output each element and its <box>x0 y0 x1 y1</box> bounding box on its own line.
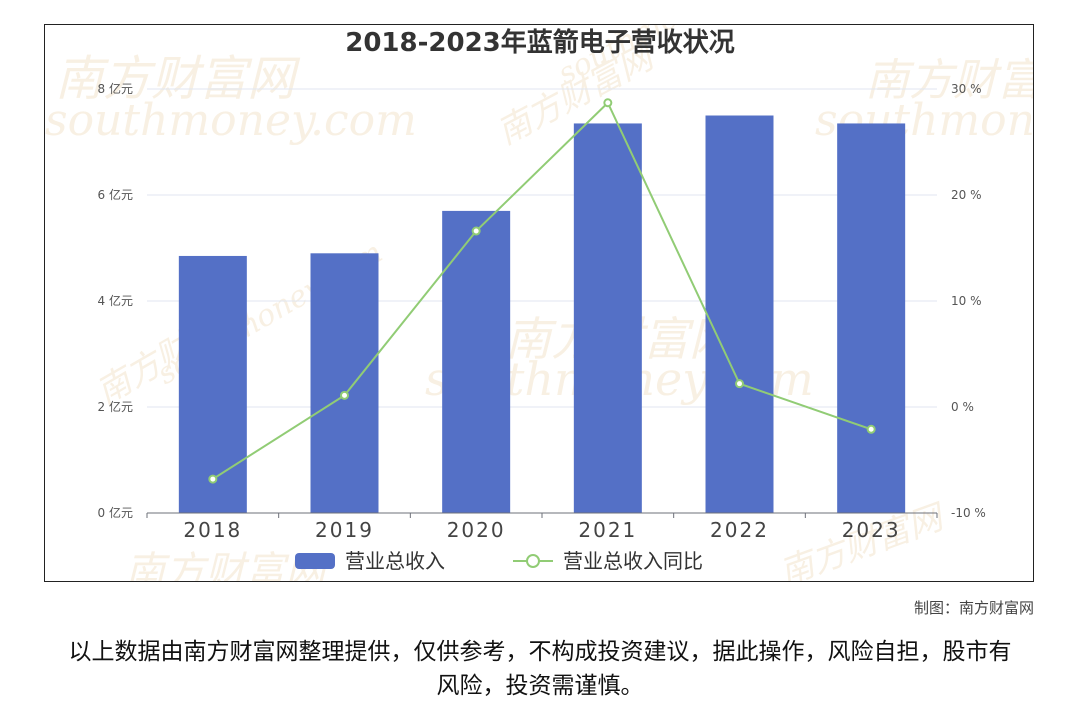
x-tick-label: 2023 <box>842 518 901 542</box>
y-left-tick-label: 6 亿元 <box>98 187 133 202</box>
x-tick-label: 2021 <box>578 518 637 542</box>
yoy-point-2019 <box>340 390 349 400</box>
yoy-point-2021 <box>603 98 613 108</box>
watermark-text-0: 南方财富网 <box>55 51 301 107</box>
y-right-tick-label: 10 % <box>951 294 982 308</box>
axes: 0 亿元 2 亿元 4 亿元 6 亿元 8 亿元 -10 % 0 % 10 % 20 % 30 %… <box>98 81 986 542</box>
y-right-tick-label: 0 % <box>951 400 974 414</box>
legend-bar-label: 营业总收入 <box>345 549 445 573</box>
legend-bar-swatch <box>295 553 335 569</box>
x-tick-label: 2020 <box>447 518 506 542</box>
y-right-tick-label: 20 % <box>951 188 982 202</box>
revenue-chart: 南方财富网southmoney.com南方财富网southmoney.com南方… <box>45 25 1034 581</box>
yoy-point-2023 <box>866 424 876 434</box>
x-tick-label: 2022 <box>710 518 769 542</box>
yoy-point-2022 <box>735 379 744 389</box>
y-right-tick-label: 30 % <box>951 82 982 96</box>
bar-series <box>178 115 906 514</box>
y-left-tick-label: 4 亿元 <box>98 293 133 308</box>
line-series <box>208 98 876 484</box>
y-left-tick-label: 8 亿元 <box>98 81 133 96</box>
x-tick-label: 2018 <box>183 518 242 542</box>
watermark-text-4: 南方财富网 <box>865 55 1034 106</box>
legend: 营业总收入 营业总收入同比 <box>295 549 703 573</box>
yoy-point-2020 <box>471 226 481 236</box>
bar-2022 <box>705 115 774 513</box>
y-left-tick-label: 0 亿元 <box>98 505 133 520</box>
watermark-text-1: southmoney.com <box>45 95 417 146</box>
legend-line-label: 营业总收入同比 <box>563 549 703 573</box>
bar-2019 <box>310 253 379 514</box>
chart-title: 2018-2023年蓝箭电子营收状况 <box>345 27 735 58</box>
yoy-point-2018 <box>208 474 218 484</box>
bar-2020 <box>442 210 511 513</box>
chart-credit: 制图：南方财富网 <box>913 599 1034 617</box>
disclaimer-text: 以上数据由南方财富网整理提供，仅供参考，不构成投资建议，据此操作，风险自担，股市… <box>68 639 1012 699</box>
bar-2018 <box>178 255 247 513</box>
x-tick-label: 2019 <box>315 518 374 542</box>
y-left-tick-label: 2 亿元 <box>98 399 133 414</box>
chart-frame: 南方财富网southmoney.com南方财富网southmoney.com南方… <box>44 24 1034 582</box>
bar-2021 <box>573 123 642 513</box>
legend-line-marker <box>526 554 540 568</box>
yoy-line <box>212 101 872 480</box>
bar-2023 <box>837 123 906 513</box>
y-right-tick-label: -10 % <box>951 506 986 520</box>
